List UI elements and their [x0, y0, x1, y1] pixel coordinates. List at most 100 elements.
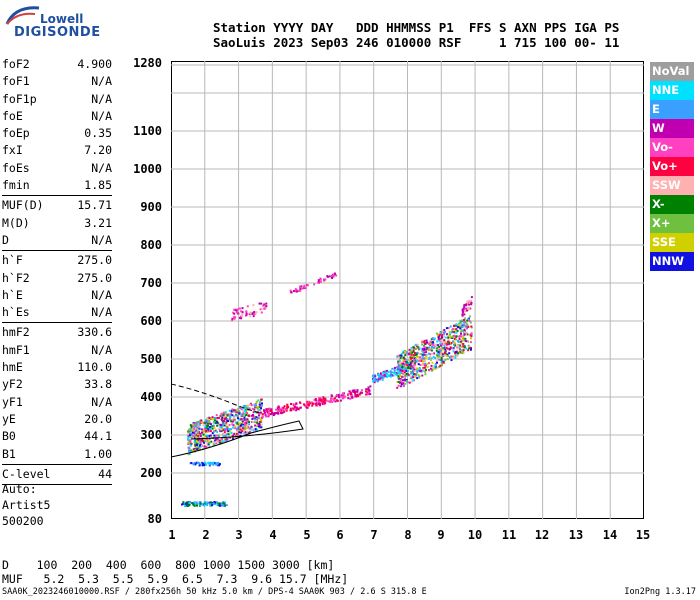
echo-pixel [341, 392, 344, 395]
echo-pixel [256, 423, 259, 426]
echo-pixel [465, 333, 467, 336]
echo-pixel [223, 415, 226, 418]
echo-pixel [217, 433, 220, 436]
x-tick-label: 14 [602, 528, 618, 542]
echo-pixel [416, 377, 419, 380]
echo-pixel [459, 321, 462, 324]
echo-pixel [184, 502, 187, 505]
echo-pixel [233, 312, 236, 315]
echo-pixel [217, 435, 220, 437]
echo-pixel [226, 418, 229, 421]
echo-pixel [406, 381, 409, 384]
echo-pixel [223, 424, 226, 427]
echo-traces [171, 272, 473, 507]
echo-pixel [416, 351, 419, 354]
param-label: MUF(D) [2, 198, 44, 213]
echo-pixel [245, 419, 248, 422]
echo-pixel [432, 346, 435, 349]
echo-pixel [454, 354, 457, 357]
echo-pixel [255, 311, 258, 314]
echo-pixel [423, 353, 426, 356]
echo-pixel [457, 352, 459, 355]
echo-pixel [208, 463, 211, 466]
echo-pixel [210, 440, 213, 443]
echo-pixel [187, 439, 190, 441]
echo-pixel [321, 403, 324, 405]
echo-pixel [208, 442, 211, 445]
echo-pixel [198, 464, 201, 467]
param-row: h`F2 275.0 [2, 270, 112, 287]
echo-pixel [199, 441, 202, 444]
echo-pixel [212, 503, 215, 505]
echo-pixel [220, 423, 223, 426]
echo-pixel [429, 353, 432, 356]
echo-pixel [201, 502, 203, 505]
echo-pixel [242, 429, 245, 432]
echo-pixel [323, 279, 326, 282]
echo-pixel [193, 426, 196, 429]
echo-pixel [419, 356, 421, 359]
echo-pixel [211, 427, 214, 430]
echo-pixel [441, 335, 443, 338]
echo-pixel [231, 408, 234, 411]
echo-pixel [389, 370, 392, 373]
echo-pixel [459, 319, 462, 322]
echo-pixel [202, 433, 205, 436]
echo-pixel [240, 408, 243, 411]
echo-pixel [398, 360, 401, 363]
echo-pixel [189, 444, 192, 447]
ionogram-traces [171, 61, 644, 519]
plot-grid [171, 61, 644, 519]
echo-pixel [218, 464, 221, 467]
echo-pixel [211, 432, 214, 434]
echo-pixel [226, 414, 229, 417]
echo-pixel [409, 356, 412, 359]
param-value: 3.21 [84, 215, 112, 230]
echo-pixel [241, 315, 244, 317]
echo-pixel [248, 415, 251, 417]
echo-pixel [317, 402, 320, 405]
echo-pixel [384, 375, 387, 378]
echo-pixel [206, 441, 209, 444]
echo-pixel [396, 386, 399, 389]
echo-pixel [422, 352, 425, 355]
echo-pixel [403, 373, 406, 376]
echo-pixel [403, 379, 406, 382]
echo-pixel [227, 413, 230, 416]
echo-pixel [198, 441, 201, 444]
echo-pixel [437, 353, 440, 356]
echo-pixel [419, 359, 422, 362]
echo-pixel [219, 430, 222, 433]
echo-pixel [215, 462, 218, 464]
param-label: foE [2, 108, 23, 123]
echo-pixel [251, 417, 254, 420]
echo-pixel [461, 313, 464, 316]
echo-pixel [431, 352, 434, 355]
echo-pixel [280, 408, 283, 411]
echo-pixel [421, 374, 424, 377]
echo-pixel [396, 355, 399, 358]
echo-pixel [407, 373, 410, 376]
echo-pixel [193, 441, 196, 443]
echo-pixel [215, 440, 218, 443]
echo-pixel [457, 339, 459, 342]
echo-pixel [387, 374, 390, 377]
echo-pixel [239, 316, 241, 319]
echo-pixel [276, 407, 279, 410]
echo-pixel [275, 408, 278, 411]
echo-pixel [354, 390, 357, 393]
echo-pixel [252, 420, 255, 423]
echo-pixel [279, 410, 281, 412]
echo-pixel [441, 337, 444, 340]
echo-pixel [397, 377, 400, 380]
echo-pixel [414, 376, 417, 379]
echo-pixel [452, 350, 455, 353]
echo-pixel [413, 360, 416, 363]
echo-pixel [238, 406, 241, 409]
echo-pixel [440, 356, 443, 359]
echo-pixel [228, 429, 231, 432]
echo-pixel [443, 345, 446, 347]
echo-pixel [229, 436, 232, 439]
echo-pixel [400, 366, 402, 369]
echo-pixel [220, 412, 223, 415]
